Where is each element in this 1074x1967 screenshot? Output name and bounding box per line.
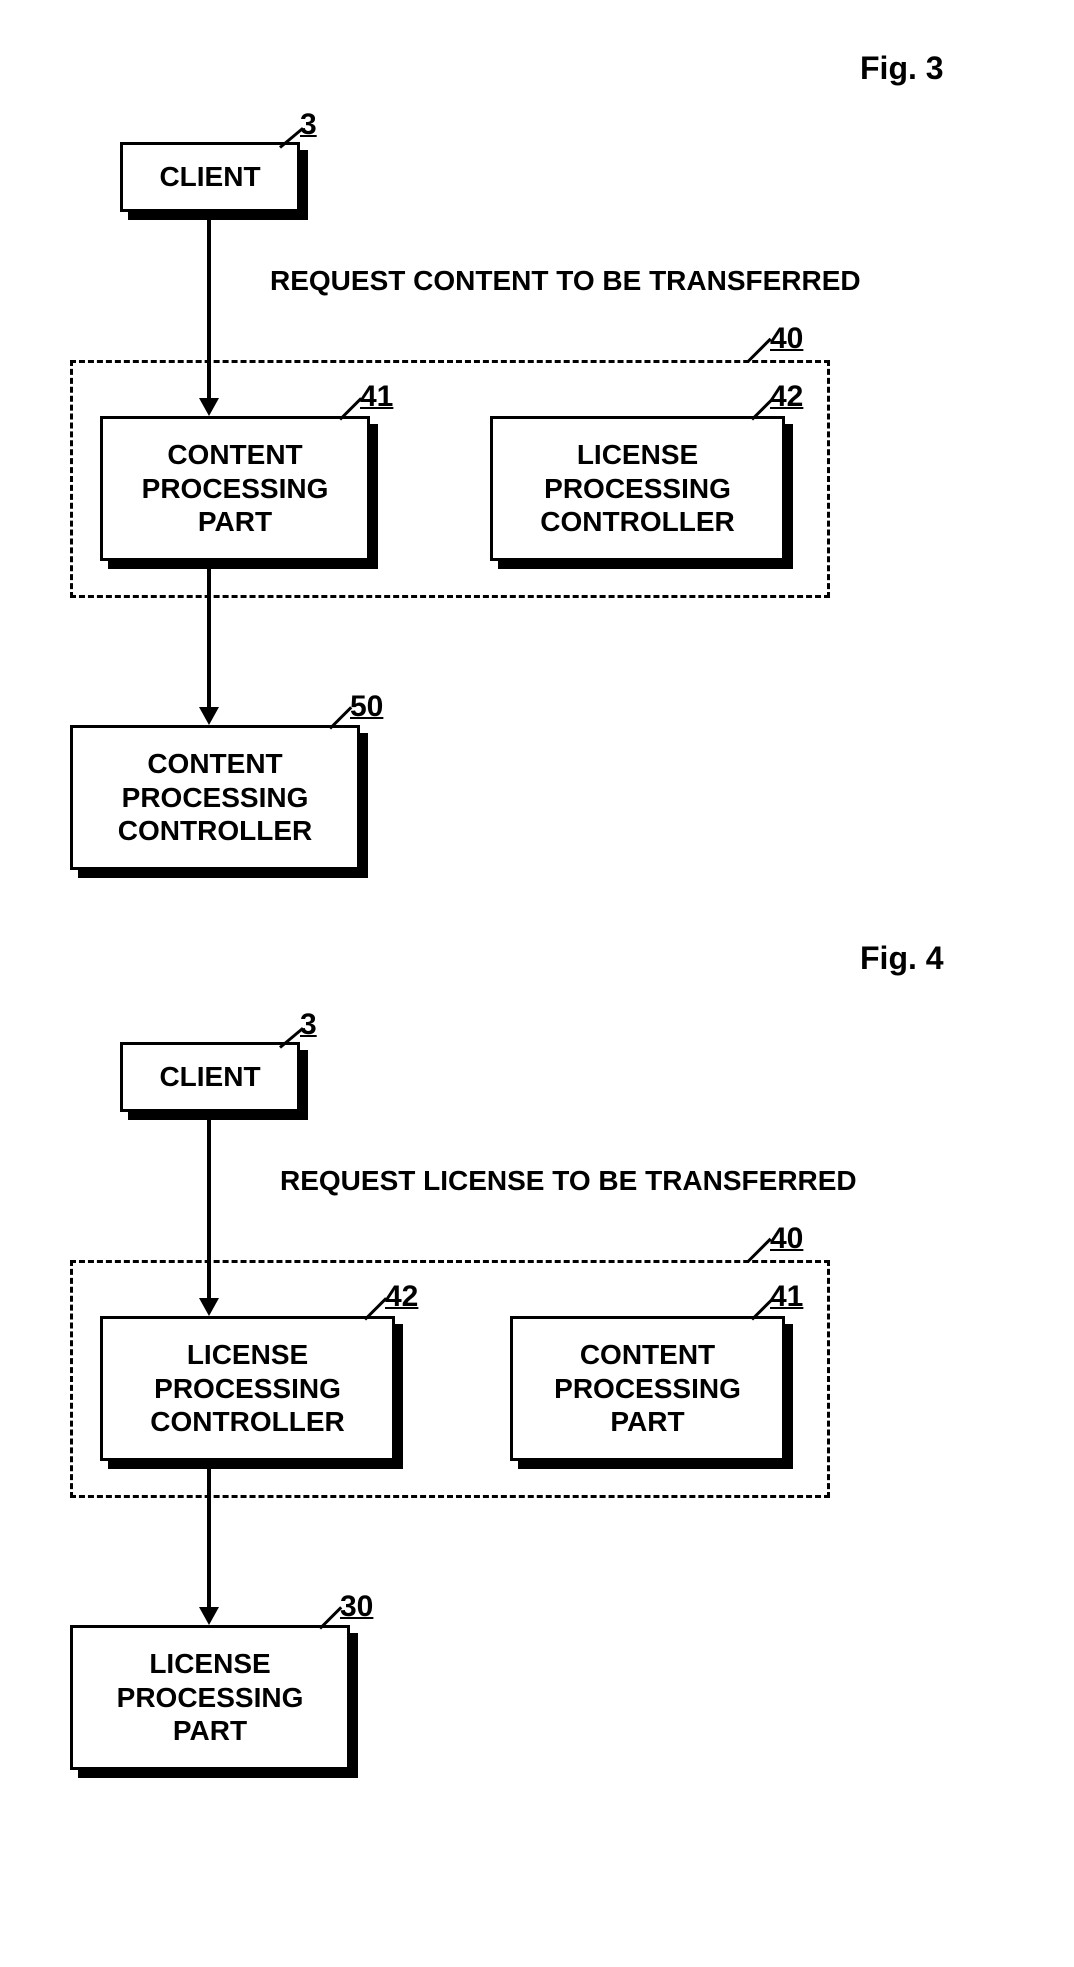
fig3-bottom-box: CONTENT PROCESSING CONTROLLER [70,725,360,870]
fig4-left-line2: PROCESSING [154,1372,341,1406]
fig3-client-label: CLIENT [159,160,260,194]
fig3-arrow2-line [207,569,211,709]
fig3-container-ref: 40 [770,322,803,356]
fig3-right-line1: LICENSE [577,438,698,472]
fig4-client-label: CLIENT [159,1060,260,1094]
fig4-right-line1: CONTENT [580,1338,715,1372]
fig4-client-box: CLIENT [120,1042,300,1112]
fig3-left-ref: 41 [360,380,393,414]
fig3-left-line3: PART [198,505,272,539]
fig4-bottom-ref: 30 [340,1590,373,1624]
fig4-left-ref: 42 [385,1280,418,1314]
fig3-right-box: LICENSE PROCESSING CONTROLLER [490,416,785,561]
fig4-bottom-line3: PART [173,1714,247,1748]
fig4-arrow2-line [207,1469,211,1609]
fig3-right-line3: CONTROLLER [540,505,734,539]
fig4-bottom-box: LICENSE PROCESSING PART [70,1625,350,1770]
fig4-container-ref: 40 [770,1222,803,1256]
fig4-edge-label: REQUEST LICENSE TO BE TRANSFERRED [280,1165,857,1197]
fig3-bottom-ref: 50 [350,690,383,724]
fig3-bottom-line1: CONTENT [147,747,282,781]
fig3-bottom-line2: PROCESSING [122,781,309,815]
fig3-right-line2: PROCESSING [544,472,731,506]
fig3-container-leader [747,338,772,363]
fig4-left-line3: CONTROLLER [150,1405,344,1439]
fig3-edge-label: REQUEST CONTENT TO BE TRANSFERRED [270,265,861,297]
fig3-left-line2: PROCESSING [142,472,329,506]
fig3-arrow2-head [199,707,219,725]
fig4-title: Fig. 4 [860,940,944,977]
fig3-left-line1: CONTENT [167,438,302,472]
fig3-client-ref: 3 [300,108,317,142]
fig4-left-box: LICENSE PROCESSING CONTROLLER [100,1316,395,1461]
fig3-client-box: CLIENT [120,142,300,212]
fig4-container-leader [747,1238,772,1263]
fig4-arrow2-head [199,1607,219,1625]
fig4-right-line2: PROCESSING [554,1372,741,1406]
fig4-right-ref: 41 [770,1280,803,1314]
fig3-title: Fig. 3 [860,50,944,87]
fig3-left-box: CONTENT PROCESSING PART [100,416,370,561]
fig3-right-ref: 42 [770,380,803,414]
fig4-left-line1: LICENSE [187,1338,308,1372]
fig4-bottom-line2: PROCESSING [117,1681,304,1715]
fig3-bottom-line3: CONTROLLER [118,814,312,848]
fig4-right-line3: PART [610,1405,684,1439]
fig4-client-ref: 3 [300,1008,317,1042]
fig4-bottom-line1: LICENSE [149,1647,270,1681]
fig4-right-box: CONTENT PROCESSING PART [510,1316,785,1461]
